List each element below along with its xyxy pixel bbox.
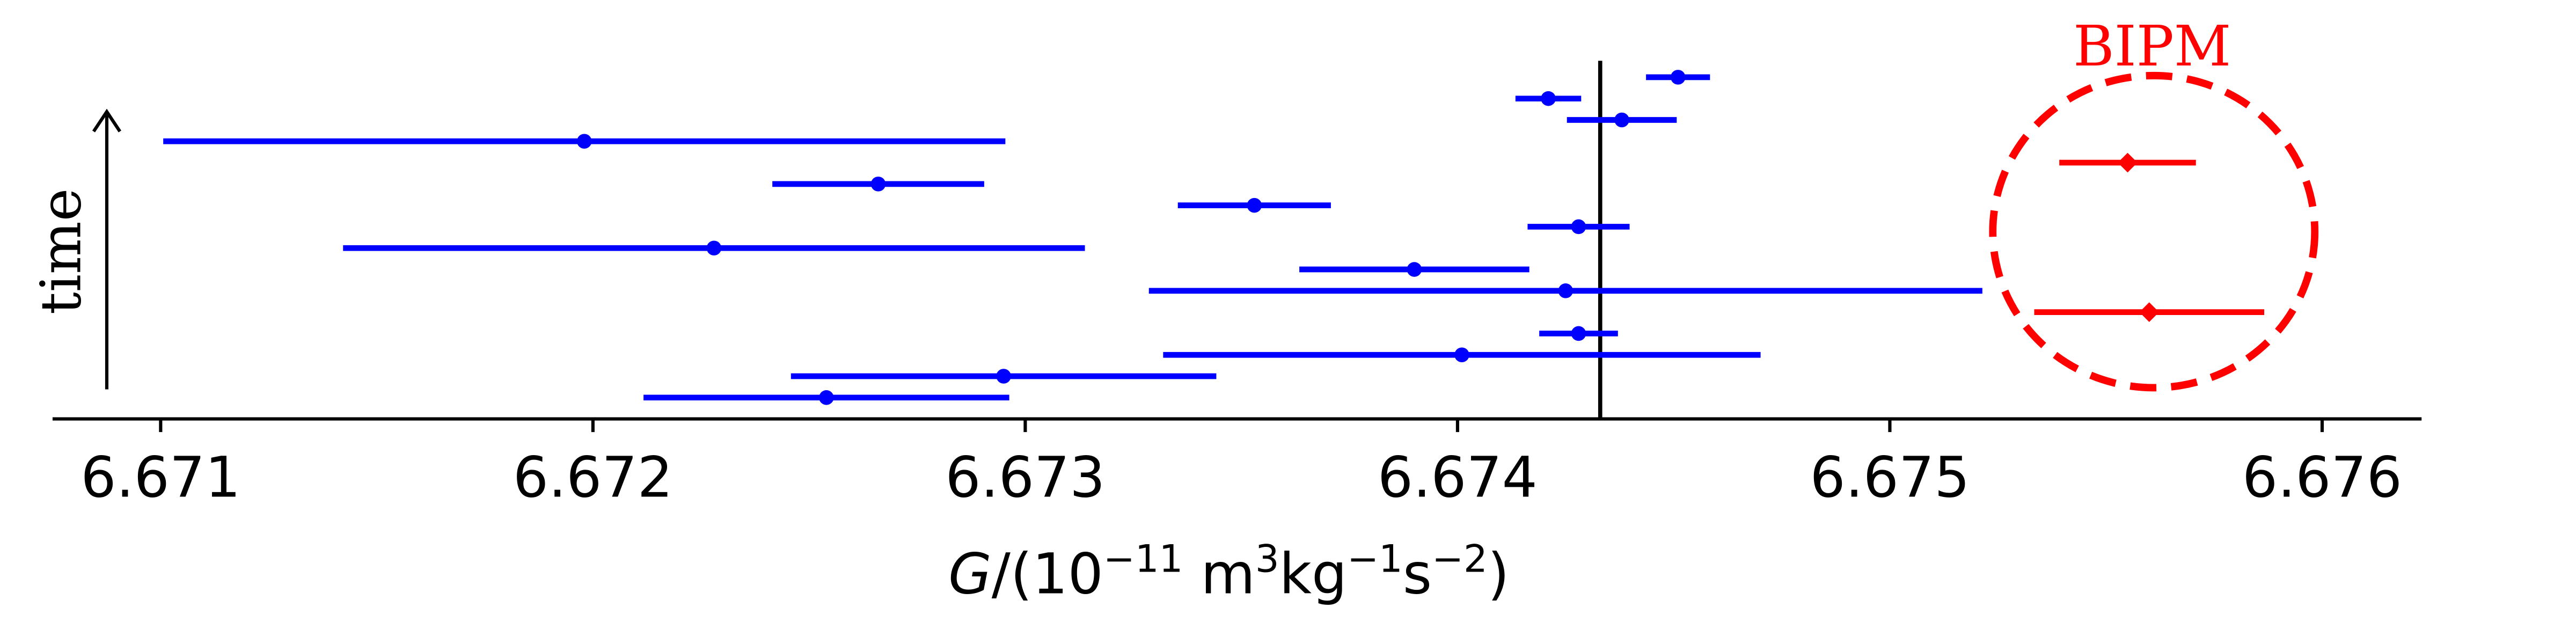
x-label-part: /(10	[992, 541, 1103, 607]
x-label-part: )	[1488, 541, 1510, 607]
data-point	[1454, 347, 1469, 362]
data-point	[1614, 112, 1629, 128]
x-label-part: −1	[1347, 537, 1403, 581]
x-tick-label: 6.671	[80, 444, 240, 510]
data-point	[576, 134, 592, 149]
x-tick-label: 6.672	[513, 444, 673, 510]
x-label-part: G	[948, 541, 992, 607]
data-point	[1541, 91, 1556, 106]
time-arrow-head	[92, 108, 122, 133]
x-label-part: −11	[1103, 537, 1183, 581]
data-point	[1571, 219, 1586, 235]
data-point	[2118, 152, 2138, 173]
data-point	[2139, 302, 2160, 322]
x-tick-label: 6.675	[1810, 444, 1970, 510]
bipm-ellipse	[1989, 71, 2319, 392]
data-point	[996, 369, 1011, 384]
x-tick-label: 6.674	[1378, 444, 1538, 510]
data-point	[706, 240, 722, 256]
data-point	[1558, 283, 1574, 298]
data-point	[819, 390, 834, 405]
data-point	[1571, 326, 1586, 341]
data-point	[1407, 262, 1422, 277]
x-tick-label: 6.673	[945, 444, 1105, 510]
x-label-part: kg	[1279, 541, 1347, 607]
data-point	[1670, 70, 1686, 85]
data-point	[1247, 197, 1262, 213]
x-label-part: −2	[1432, 537, 1488, 581]
y-axis-label: time	[28, 188, 94, 314]
x-label-part: m	[1183, 541, 1255, 607]
x-label-part: s	[1403, 541, 1432, 607]
data-point	[870, 177, 886, 192]
x-axis-label: G/(10−11 m3kg−1s−2)	[948, 537, 1509, 607]
x-tick-label: 6.676	[2242, 444, 2402, 510]
series-label: BIPM	[2073, 13, 2231, 79]
x-label-part: 3	[1255, 537, 1279, 581]
